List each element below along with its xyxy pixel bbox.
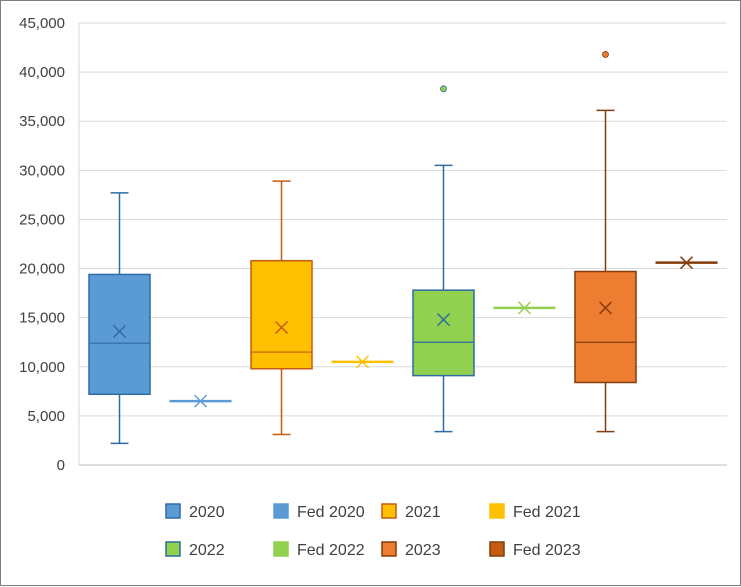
value-marker bbox=[355, 355, 370, 369]
mean-marker-stroke bbox=[436, 313, 451, 327]
value-marker-stroke bbox=[193, 394, 208, 408]
gridlines bbox=[78, 22, 727, 466]
legend-item: Fed 2023 bbox=[489, 541, 581, 559]
legend-item: 2020 bbox=[165, 503, 225, 521]
legend-swatch bbox=[273, 541, 289, 557]
mean-marker bbox=[274, 320, 289, 335]
iqr-box bbox=[250, 259, 313, 370]
iqr-box bbox=[574, 270, 637, 384]
legend-swatch bbox=[165, 541, 181, 557]
value-marker bbox=[679, 256, 694, 270]
legend-label: 2021 bbox=[405, 504, 441, 521]
legend-label: Fed 2022 bbox=[297, 542, 365, 559]
legend-label: Fed 2021 bbox=[513, 504, 581, 521]
mean-marker-stroke bbox=[274, 320, 289, 335]
legend-swatch bbox=[381, 503, 397, 519]
legend-label: 2023 bbox=[405, 542, 441, 559]
y-tick-label: 45,000 bbox=[19, 15, 65, 32]
mean-marker-stroke bbox=[112, 324, 127, 338]
legend-item: Fed 2020 bbox=[273, 503, 365, 521]
y-tick-label: 20,000 bbox=[19, 261, 65, 278]
legend-item: 2022 bbox=[165, 541, 225, 559]
legend-label: Fed 2020 bbox=[297, 504, 365, 521]
y-tick-label: 10,000 bbox=[19, 359, 65, 376]
y-tick-label: 15,000 bbox=[19, 310, 65, 327]
legend-swatch bbox=[489, 541, 505, 557]
legend-swatch bbox=[165, 503, 181, 519]
legend-item: 2021 bbox=[381, 503, 441, 521]
iqr-box bbox=[412, 289, 475, 377]
legend-item: Fed 2021 bbox=[489, 503, 581, 521]
y-tick-label: 40,000 bbox=[19, 64, 65, 81]
box-2020 bbox=[88, 192, 151, 445]
value-marker bbox=[193, 394, 208, 408]
value-marker-stroke bbox=[355, 355, 370, 369]
y-tick-label: 25,000 bbox=[19, 211, 65, 228]
legend-label: Fed 2023 bbox=[513, 542, 581, 559]
box-2023 bbox=[574, 51, 637, 433]
plot-area bbox=[88, 51, 718, 445]
value-marker-stroke bbox=[679, 256, 694, 270]
y-tick-label: 30,000 bbox=[19, 162, 65, 179]
mean-marker-stroke bbox=[598, 301, 613, 315]
outlier-point bbox=[602, 51, 609, 58]
y-tick-label: 0 bbox=[57, 457, 65, 474]
legend-label: 2022 bbox=[189, 542, 225, 559]
legend-swatch bbox=[381, 541, 397, 557]
legend-swatch bbox=[273, 503, 289, 519]
iqr-box bbox=[88, 273, 151, 396]
box-2022 bbox=[412, 85, 475, 433]
legend-swatch bbox=[489, 503, 505, 519]
outlier-point bbox=[440, 85, 447, 93]
mean-marker bbox=[436, 313, 451, 327]
box-2021 bbox=[250, 180, 313, 436]
legend-label: 2020 bbox=[189, 504, 225, 521]
mean-marker bbox=[598, 301, 613, 315]
mean-marker bbox=[112, 324, 127, 338]
y-axis: 0 5,000 10,000 15,000 20,000 25,000 30,000 35,0… bbox=[19, 15, 65, 474]
value-marker-stroke bbox=[517, 301, 532, 315]
value-marker bbox=[517, 301, 532, 315]
y-tick-label: 35,000 bbox=[19, 113, 65, 130]
legend-item: 2023 bbox=[381, 541, 441, 559]
legend-item: Fed 2022 bbox=[273, 541, 365, 559]
legend: 2020 Fed 2020 2021 Fed 2021 2022 Fed 2022 2023… bbox=[165, 503, 581, 559]
y-tick-label: 5,000 bbox=[27, 408, 65, 425]
